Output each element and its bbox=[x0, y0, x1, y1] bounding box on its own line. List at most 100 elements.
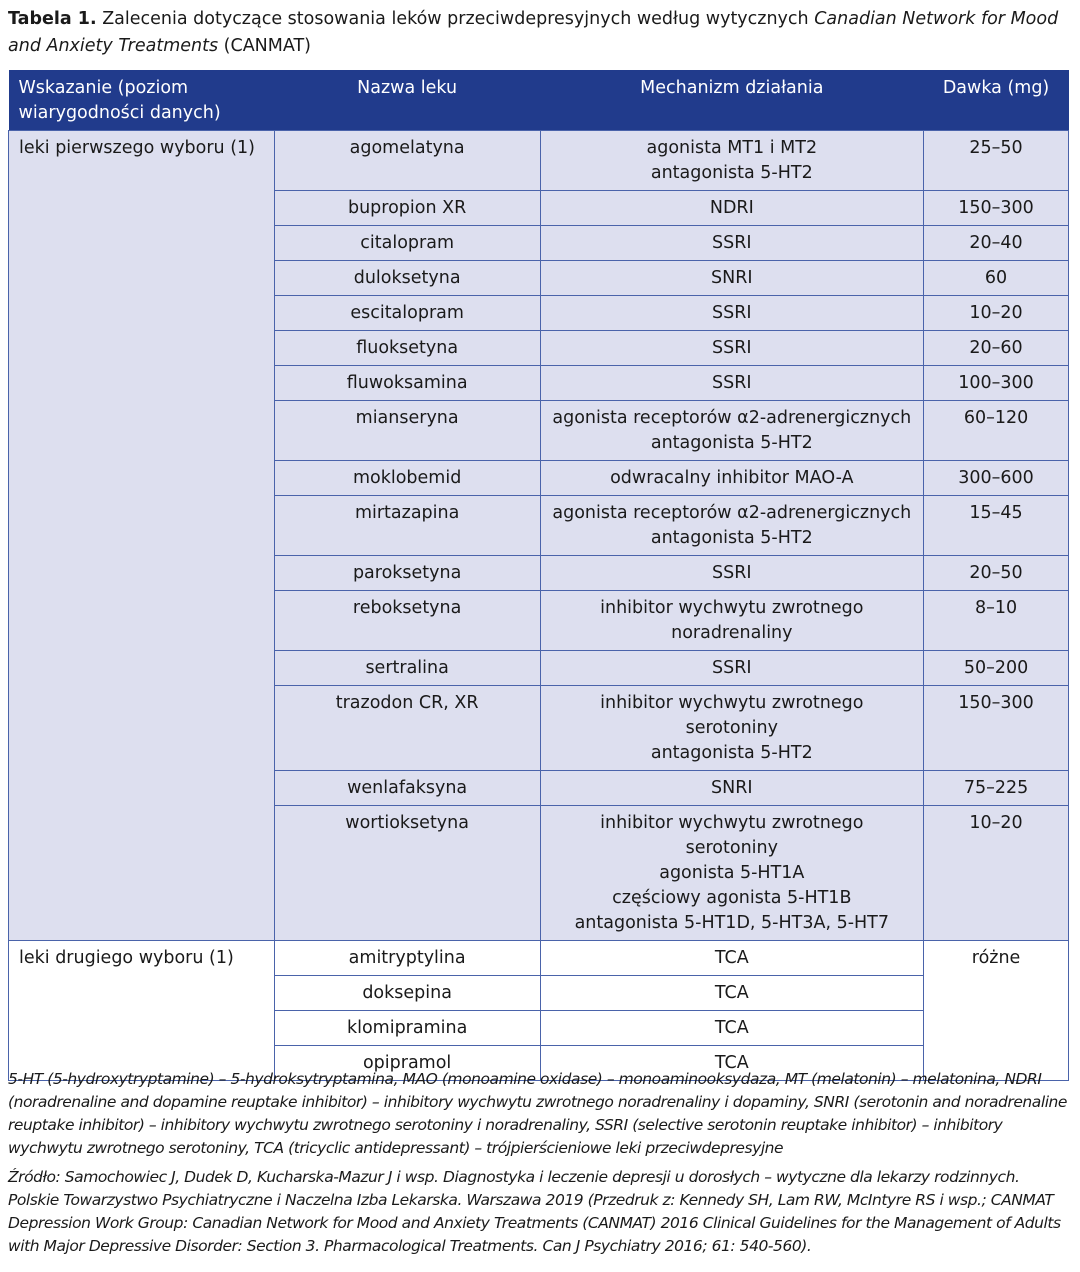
mechanism-cell: TCA bbox=[539, 975, 925, 1011]
mechanism-cell: TCA bbox=[539, 940, 925, 976]
mechanism-line: SNRI bbox=[711, 268, 753, 288]
table-row: klomipramina TCA bbox=[9, 1010, 1069, 1046]
table-row: doksepina TCA bbox=[9, 975, 1069, 1011]
table-row: opipramol TCA bbox=[9, 1045, 1069, 1081]
drug-name-cell: sertralina bbox=[273, 650, 541, 686]
mechanism-line: SSRI bbox=[712, 563, 752, 583]
mechanism-line: antagonista 5-HT2 bbox=[650, 163, 813, 183]
dose-cell: 60–120 bbox=[923, 400, 1069, 461]
indication-cell: leki drugiego wyboru (1) bbox=[8, 940, 275, 1081]
mechanism-cell: odwracalny inhibitor MAO-A bbox=[539, 460, 925, 496]
dose-cell: 20–60 bbox=[923, 330, 1069, 366]
mechanism-line: noradrenaliny bbox=[671, 623, 793, 643]
drug-name-cell: mianseryna bbox=[273, 400, 541, 461]
dose-cell: 10–20 bbox=[923, 295, 1069, 331]
table-row: wenlafaksyna SNRI 75–225 bbox=[9, 770, 1069, 806]
source-note: Źródło: Samochowiec J, Dudek D, Kucharsk… bbox=[8, 1168, 1061, 1255]
dose-cell: 150–300 bbox=[923, 685, 1069, 771]
header-mechanism: Mechanizm działania bbox=[540, 70, 924, 131]
mechanism-line: TCA bbox=[714, 1053, 749, 1073]
table-row: mianseryna agonista receptorów α2-adrener… bbox=[9, 400, 1069, 461]
drug-name-cell: amitryptylina bbox=[273, 940, 541, 976]
mechanism-line: SSRI bbox=[712, 658, 752, 678]
table-row: leki pierwszego wyboru (1) agomelatyna ago… bbox=[8, 130, 1069, 941]
mechanism-cell: SSRI bbox=[539, 365, 925, 401]
mechanism-line: serotoniny bbox=[685, 718, 778, 738]
drug-name-cell: reboksetyna bbox=[273, 590, 541, 651]
dose-cell: 150–300 bbox=[923, 190, 1069, 226]
table-row: escitalopram SSRI 10–20 bbox=[9, 295, 1069, 331]
dose-cell: 50–200 bbox=[923, 650, 1069, 686]
drug-name-cell: wenlafaksyna bbox=[273, 770, 541, 806]
table-row: citalopram SSRI 20–40 bbox=[9, 225, 1069, 261]
mechanism-line: inhibitor wychwytu zwrotnego bbox=[600, 693, 864, 713]
dose-cell: 15–45 bbox=[923, 495, 1069, 556]
mechanism-line: agonista receptorów α2-adrenergicznych bbox=[552, 408, 912, 428]
dose-cell: 300–600 bbox=[923, 460, 1069, 496]
header-dose: Dawka (mg) bbox=[923, 70, 1069, 131]
mechanism-line: częściowy agonista 5-HT1B bbox=[612, 888, 852, 908]
table-body: leki pierwszego wyboru (1) agomelatyna ago… bbox=[8, 130, 1069, 1081]
mechanism-cell: SSRI bbox=[539, 330, 925, 366]
table-row: trazodon CR, XR inhibitor wychwytu zwrotn… bbox=[9, 685, 1069, 771]
mechanism-line: odwracalny inhibitor MAO-A bbox=[610, 468, 854, 488]
drug-name-cell: agomelatyna bbox=[273, 130, 541, 191]
table-row: moklobemid odwracalny inhibitor MAO-A 300–… bbox=[9, 460, 1069, 496]
table-row: reboksetyna inhibitor wychwytu zwrotnego n… bbox=[9, 590, 1069, 651]
drug-name-cell: mirtazapina bbox=[273, 495, 541, 556]
mechanism-line: SNRI bbox=[711, 778, 753, 798]
drug-name-cell: trazodon CR, XR bbox=[273, 685, 541, 771]
drug-name-cell: moklobemid bbox=[273, 460, 541, 496]
drug-name-cell: duloksetyna bbox=[273, 260, 541, 296]
dose-cell: 25–50 bbox=[923, 130, 1069, 191]
mechanism-cell: SNRI bbox=[539, 260, 925, 296]
mechanism-cell: SNRI bbox=[539, 770, 925, 806]
mechanism-line: SSRI bbox=[712, 373, 752, 393]
mechanism-line: TCA bbox=[714, 983, 749, 1003]
dose-cell: różne bbox=[923, 940, 1069, 1081]
mechanism-cell: NDRI bbox=[539, 190, 925, 226]
drug-name-cell: fluoksetyna bbox=[273, 330, 541, 366]
mechanism-line: SSRI bbox=[712, 338, 752, 358]
mechanism-line: agonista 5-HT1A bbox=[659, 863, 805, 883]
mechanism-line: serotoniny bbox=[685, 838, 778, 858]
dose-cell: 60 bbox=[923, 260, 1069, 296]
drug-name-cell: opipramol bbox=[273, 1045, 541, 1081]
caption-suffix: (CANMAT) bbox=[218, 36, 311, 56]
mechanism-line: inhibitor wychwytu zwrotnego bbox=[600, 598, 864, 618]
mechanism-cell: SSRI bbox=[539, 225, 925, 261]
table-row: wortioksetyna inhibitor wychwytu zwrotneg… bbox=[9, 805, 1069, 941]
mechanism-line: TCA bbox=[714, 948, 749, 968]
mechanism-line: TCA bbox=[714, 1018, 749, 1038]
indication-cell: leki pierwszego wyboru (1) bbox=[8, 130, 275, 941]
mechanism-cell: inhibitor wychwytu zwrotnego serotoniny an… bbox=[539, 685, 925, 771]
drug-name-cell: doksepina bbox=[273, 975, 541, 1011]
table-row: bupropion XR NDRI 150–300 bbox=[9, 190, 1069, 226]
mechanism-line: inhibitor wychwytu zwrotnego bbox=[600, 813, 864, 833]
mechanism-line: SSRI bbox=[712, 303, 752, 323]
header-row: Wskazanie (poziom wiarygodności danych) … bbox=[8, 70, 1069, 131]
mechanism-line: agonista MT1 i MT2 bbox=[646, 138, 818, 158]
caption-italic: Canadian Network for Mood and Anxiety Tr… bbox=[8, 9, 1059, 56]
drug-name-cell: citalopram bbox=[273, 225, 541, 261]
drug-table: Wskazanie (poziom wiarygodności danych) … bbox=[8, 70, 1069, 1081]
drug-name-cell: escitalopram bbox=[273, 295, 541, 331]
mechanism-line: antagonista 5-HT1D, 5-HT3A, 5-HT7 bbox=[574, 913, 890, 933]
drug-name-cell: fluwoksamina bbox=[273, 365, 541, 401]
dose-cell: 100–300 bbox=[923, 365, 1069, 401]
dose-cell: 20–50 bbox=[923, 555, 1069, 591]
drug-name-cell: paroksetyna bbox=[273, 555, 541, 591]
mechanism-line: NDRI bbox=[709, 198, 754, 218]
mechanism-cell: SSRI bbox=[539, 555, 925, 591]
drug-name-cell: bupropion XR bbox=[273, 190, 541, 226]
table-row: mirtazapina agonista receptorów α2-adrene… bbox=[9, 495, 1069, 556]
mechanism-line: SSRI bbox=[712, 233, 752, 253]
mechanism-cell: TCA bbox=[539, 1010, 925, 1046]
header-drug: Nazwa leku bbox=[274, 70, 541, 131]
mechanism-cell: TCA bbox=[539, 1045, 925, 1081]
dose-cell: 20–40 bbox=[923, 225, 1069, 261]
mechanism-cell: inhibitor wychwytu zwrotnego noradrenalin… bbox=[539, 590, 925, 651]
table-caption: Tabela 1. Zalecenia dotyczące stosowania… bbox=[8, 6, 1068, 60]
mechanism-cell: agonista MT1 i MT2 antagonista 5-HT2 bbox=[539, 130, 925, 191]
mechanism-line: antagonista 5-HT2 bbox=[650, 433, 813, 453]
